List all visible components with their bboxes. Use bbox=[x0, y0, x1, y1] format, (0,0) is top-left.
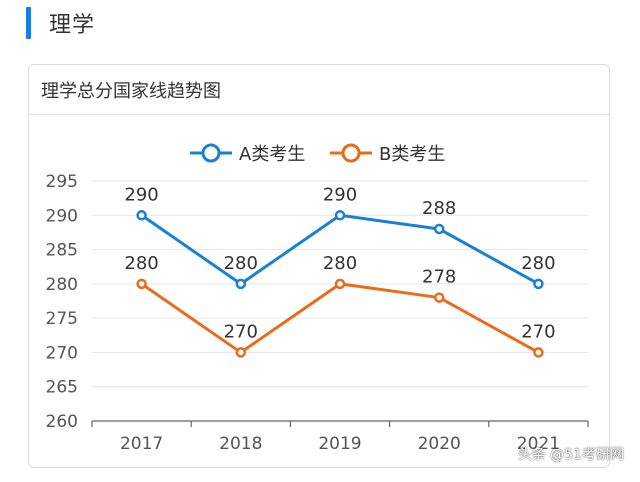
data-label: 280 bbox=[124, 253, 158, 274]
data-point bbox=[433, 223, 445, 235]
data-label: 288 bbox=[422, 198, 456, 219]
data-label: 278 bbox=[422, 267, 456, 288]
legend-marker bbox=[341, 143, 361, 163]
data-label: 270 bbox=[521, 321, 555, 342]
data-label: 290 bbox=[323, 184, 357, 205]
legend-label: B类考生 bbox=[379, 144, 445, 165]
data-point bbox=[235, 347, 247, 358]
data-label: 280 bbox=[521, 253, 555, 274]
data-point bbox=[533, 347, 544, 358]
x-tick-label: 2021 bbox=[517, 434, 560, 454]
y-tick-label: 295 bbox=[46, 172, 78, 192]
data-label: 290 bbox=[124, 184, 158, 205]
section-header: 理学 bbox=[26, 6, 95, 40]
x-tick-label: 2019 bbox=[318, 434, 361, 454]
data-label: 280 bbox=[323, 253, 357, 274]
chart-title: 理学总分国家线趋势图 bbox=[41, 80, 221, 102]
watermark: 头条 @51考研网 bbox=[517, 447, 624, 463]
section-accent-bar bbox=[26, 7, 31, 39]
y-tick-label: 290 bbox=[46, 206, 78, 226]
y-tick-label: 260 bbox=[46, 412, 78, 432]
data-label: 270 bbox=[224, 321, 258, 342]
card-header: 理学总分国家线趋势图 bbox=[29, 65, 609, 115]
data-point bbox=[334, 210, 346, 221]
y-tick-label: 270 bbox=[46, 343, 78, 363]
data-point bbox=[533, 278, 544, 290]
data-point bbox=[433, 292, 445, 303]
section-title: 理学 bbox=[49, 13, 96, 38]
chart-card: 理学总分国家线趋势图 bbox=[28, 64, 610, 468]
y-tick-label: 280 bbox=[46, 275, 78, 295]
x-tick-label: 2020 bbox=[418, 434, 461, 454]
y-tick-label: 285 bbox=[46, 241, 78, 261]
data-point bbox=[334, 278, 346, 290]
data-point bbox=[235, 278, 247, 290]
y-tick-label: 265 bbox=[46, 378, 78, 398]
data-label: 280 bbox=[224, 253, 258, 274]
data-point bbox=[136, 210, 147, 221]
legend-label: A类考生 bbox=[239, 144, 305, 165]
legend-marker bbox=[201, 143, 221, 163]
y-tick-label: 275 bbox=[46, 309, 78, 329]
data-point bbox=[136, 278, 147, 290]
x-tick-label: 2018 bbox=[219, 434, 262, 454]
x-tick-label: 2017 bbox=[120, 434, 163, 454]
